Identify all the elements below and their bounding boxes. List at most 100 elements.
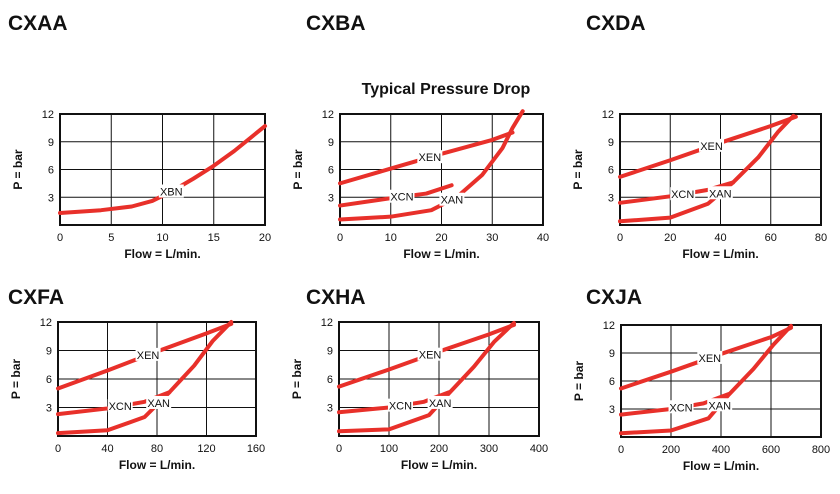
series-label-bg [707,186,733,200]
chart-4: CXHA 0 100 200 300 400 3 6 9 12 Flow = L/min. P = b… [290,286,548,472]
y-tick-label: 9 [46,346,52,358]
series-label-bg [427,395,453,409]
x-tick-label: 40 [101,443,113,455]
series-label-xen: XEN [698,353,721,365]
x-tick-label: 80 [815,232,827,244]
y-tick-label: 6 [328,165,334,177]
y-tick-label: 12 [602,109,614,121]
y-tick-label: 12 [603,320,615,332]
chart-title: CXFA [8,286,64,309]
x-tick-label: 100 [380,443,398,455]
series-label-xen: XEN [419,350,442,362]
figure-subtitle: Typical Pressure Drop [362,81,531,98]
series-label-bg [387,398,413,412]
y-tick-label: 3 [328,192,334,204]
series-label-bg [135,347,161,361]
series-label-xan: XAN [147,398,170,410]
chart-title: CXBA [306,12,366,35]
series-label-bg [417,150,443,164]
y-tick-label: 12 [40,317,52,329]
x-tick-label: 200 [662,444,680,456]
x-tick-label: 0 [55,443,61,455]
y-tick-label: 3 [609,404,615,416]
x-axis-label: Flow = L/min. [401,458,477,472]
y-tick-label: 6 [608,165,614,177]
x-axis-label: Flow = L/min. [682,247,758,261]
y-axis-label: P = bar [572,361,586,401]
series-label-bg [389,189,415,203]
plot-frame [338,321,540,437]
series-label-xen: XEN [137,350,160,362]
x-axis-label: Flow = L/min. [403,247,479,261]
series-line-xan [337,320,516,434]
series-label-xan: XAN [429,398,452,410]
x-axis-label: Flow = L/min. [124,247,200,261]
y-tick-label: 9 [328,137,334,149]
series-line-xan [618,113,796,224]
series-label-xcn: XCN [669,402,692,414]
plot-frame [620,324,822,438]
plot-frame [339,113,544,226]
y-axis-label: P = bar [290,359,304,399]
x-tick-label: 20 [259,232,271,244]
chart-title: CXAA [8,12,68,35]
y-tick-label: 6 [48,165,54,177]
series-line-xan [619,323,793,436]
series-label-xen: XEN [419,152,442,164]
series-label-xbn: XBN [160,187,183,199]
series-label-xan: XAN [441,195,464,207]
y-tick-label: 3 [48,192,54,204]
x-tick-label: 60 [765,232,777,244]
x-axis-label: Flow = L/min. [119,458,195,472]
y-axis-label: P = bar [291,149,305,189]
x-tick-label: 300 [480,443,498,455]
chart-1: CXBA 0 10 20 30 40 3 6 9 12 Flow = L/min. P = bar XE… [291,12,549,261]
x-tick-label: 40 [714,232,726,244]
x-tick-label: 160 [247,443,265,455]
chart-title: CXDA [586,12,646,35]
y-tick-label: 12 [42,109,54,121]
series-label-bg [146,395,172,409]
x-tick-label: 10 [156,232,168,244]
series-label-xcn: XCN [109,401,132,413]
series-label-bg [707,398,733,412]
y-tick-label: 12 [322,109,334,121]
chart-title: CXJA [586,286,642,309]
x-tick-label: 20 [435,232,447,244]
x-tick-label: 120 [197,443,215,455]
y-tick-label: 9 [327,346,333,358]
chart-title: CXHA [306,286,366,309]
y-tick-label: 9 [609,348,615,360]
x-tick-label: 800 [812,444,830,456]
series-label-xan: XAN [709,188,732,200]
y-tick-label: 6 [609,376,615,388]
series-line-xan [338,109,525,222]
x-axis-label: Flow = L/min. [683,459,759,473]
x-tick-label: 400 [712,444,730,456]
series-label-xcn: XCN [390,192,413,204]
x-tick-label: 80 [151,443,163,455]
plot-frame [619,113,822,226]
plot-frame [57,321,257,437]
series-label-bg [668,400,694,414]
y-tick-label: 6 [327,374,333,386]
chart-3: CXFA 0 40 80 120 160 3 6 9 12 Flow = L/min. P = bar… [8,286,265,472]
chart-2: CXDA 0 20 40 60 80 3 6 9 12 Flow = L/min. P = bar XE… [571,12,827,261]
chart-5: CXJA 0 200 400 600 800 3 6 9 12 Flow = L/min. P = b… [572,286,830,473]
series-label-xen: XEN [700,141,723,153]
series-line-xan [56,320,234,436]
y-tick-label: 9 [48,137,54,149]
x-tick-label: 40 [537,232,549,244]
series-label-bg [439,192,465,206]
series-label-bg [697,350,723,364]
y-tick-label: 9 [608,137,614,149]
series-label-bg [417,347,443,361]
plot-frame [59,113,266,226]
y-tick-label: 3 [608,192,614,204]
series-label-xan: XAN [708,400,731,412]
chart-0: CXAA 0 5 10 15 20 3 6 9 12 Flow = L/min. P = bar XBN [8,12,271,261]
series-label-bg [699,138,725,152]
y-tick-label: 3 [46,403,52,415]
x-tick-label: 200 [430,443,448,455]
